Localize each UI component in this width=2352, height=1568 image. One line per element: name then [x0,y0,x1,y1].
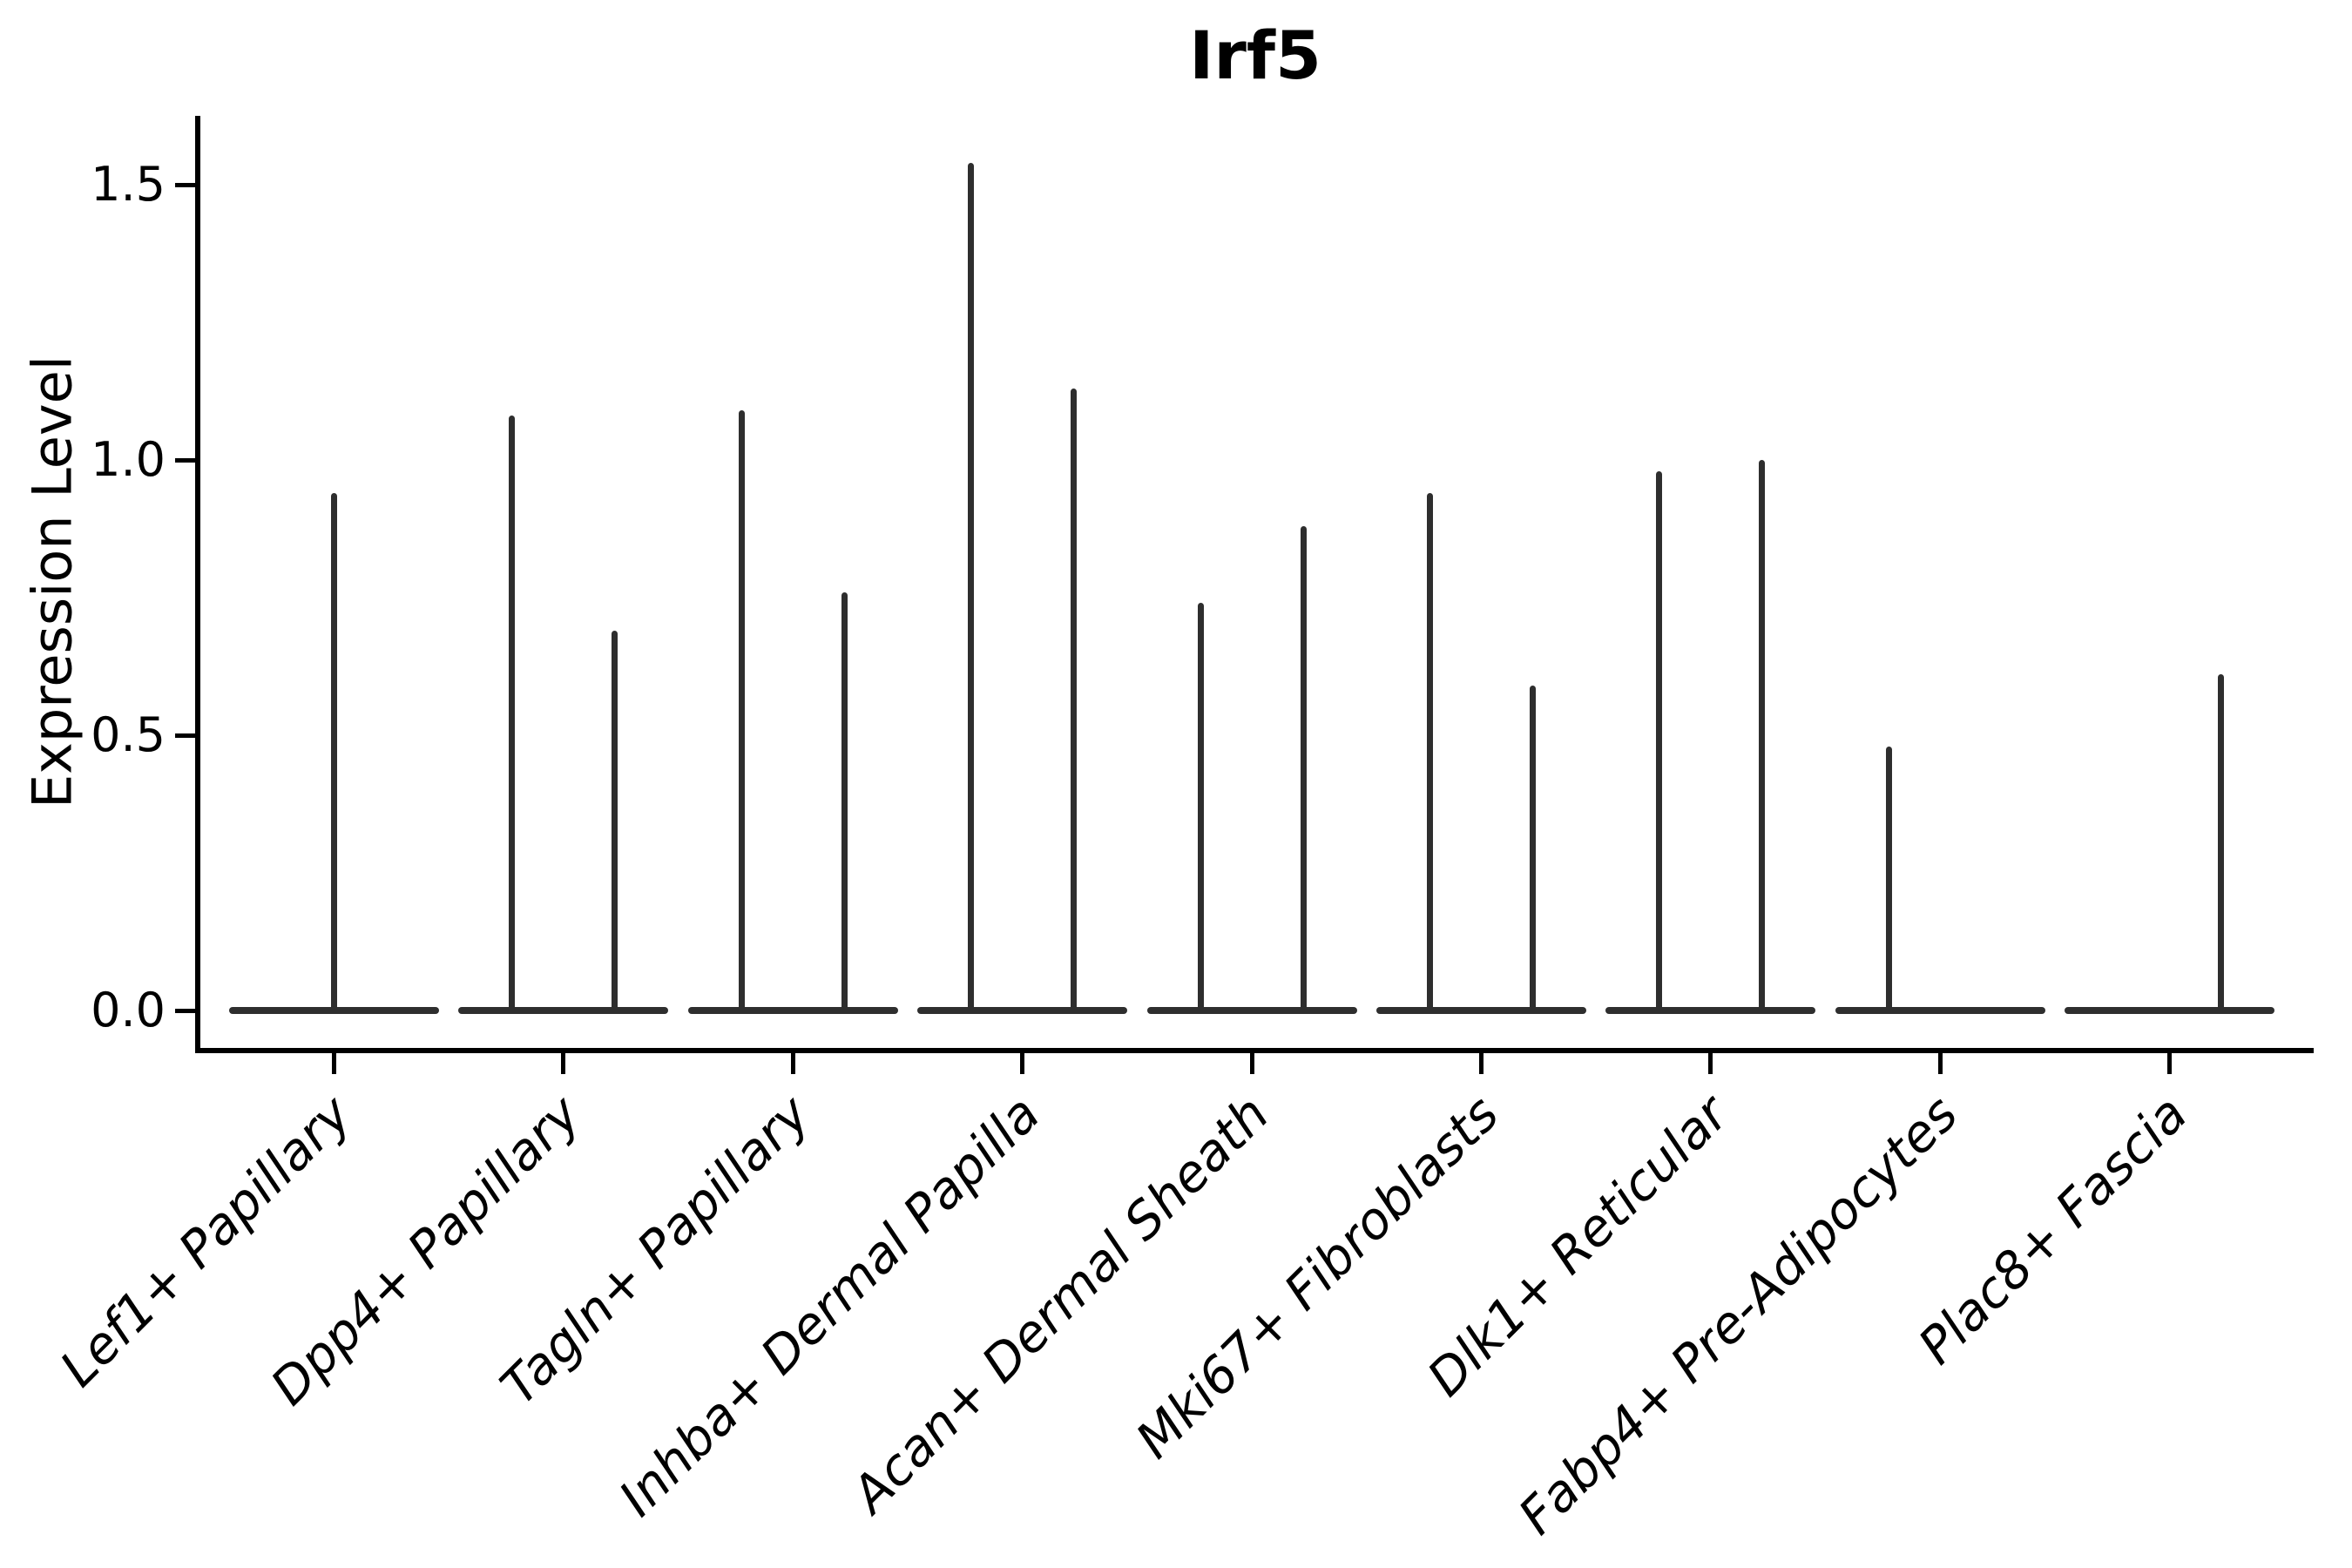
y-tick-label: 1.0 [91,432,166,487]
x-axis-spine [195,1048,2314,1053]
y-axis-spine [195,116,200,1053]
y-tick-label: 1.5 [91,157,166,212]
violin-base [1376,1007,1586,1014]
violin-max-spike [2218,674,2225,1014]
x-tick-mark [1249,1053,1254,1074]
violin-max-spike [509,416,516,1014]
y-tick-mark [175,1008,196,1013]
y-tick-mark [175,457,196,463]
x-tick-mark [332,1053,336,1074]
violin-max-spike [1427,492,1433,1014]
y-tick-mark [175,182,196,187]
x-tick-mark [790,1053,795,1074]
violin-base [458,1007,669,1014]
y-tick-label: 0.5 [91,707,166,762]
violin-max-spike [1759,460,1766,1014]
x-tick-label: Acan+ Dermal Sheath [840,1084,1281,1524]
violin-base [1146,1007,1357,1014]
y-tick-mark [175,733,196,738]
chart-title: Irf5 [1189,17,1321,94]
violin-base [917,1007,1128,1014]
violin-max-spike [612,630,618,1014]
violin-max-spike [738,410,745,1014]
violin-max-spike [1071,388,1078,1014]
x-tick-label: Fabp4+ Pre-Adipocytes [1506,1084,1969,1546]
violin-base [1835,1007,2045,1014]
y-tick-label: 0.0 [91,983,166,1037]
violin-max-spike [968,162,975,1014]
violin-max-spike [1197,603,1204,1014]
violin-base [687,1007,898,1014]
violin-base [2065,1007,2275,1014]
x-tick-mark [1937,1053,1943,1074]
x-tick-label: Inhba+ Dermal Papilla [607,1084,1051,1528]
violin-base [1605,1007,1816,1014]
violin-max-spike [841,591,848,1014]
x-tick-mark [561,1053,566,1074]
x-tick-mark [2167,1053,2173,1074]
violin-max-spike [1300,525,1307,1014]
violin-max-spike [1656,470,1663,1014]
x-tick-mark [1479,1053,1484,1074]
violin-max-spike [1885,746,1892,1014]
x-tick-mark [1708,1053,1713,1074]
violin-max-spike [331,492,337,1014]
violin-max-spike [1530,686,1536,1014]
x-tick-mark [1020,1053,1025,1074]
